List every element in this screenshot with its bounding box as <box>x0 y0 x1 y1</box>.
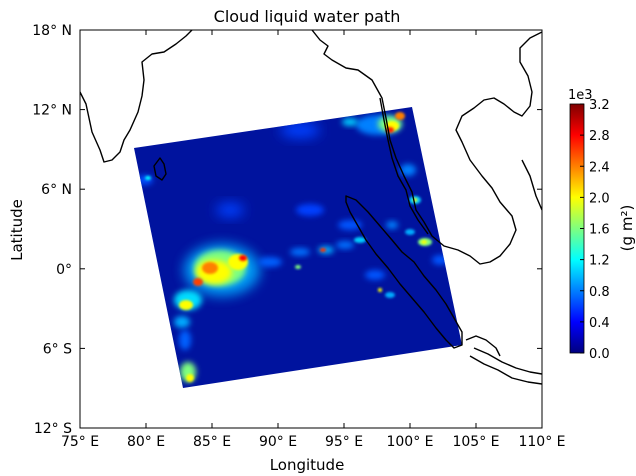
cloud-swath <box>134 107 462 388</box>
x-tick-label: 80° E <box>127 434 165 450</box>
x-tick-label: 75° E <box>61 434 99 450</box>
borneo-coastline <box>521 159 542 211</box>
sumatra-south-coastline <box>465 335 501 357</box>
y-tick-label: 6° S <box>43 341 72 357</box>
y-tick-label: 6° N <box>41 182 72 198</box>
x-axis-label: Longitude <box>270 456 345 474</box>
y-tick-label: 12° S <box>34 421 72 437</box>
colorbar: 0.0 0.4 0.8 1.2 1.6 2.0 2.4 2.8 3.2 1e3 (g m²) <box>568 88 636 362</box>
map-plot-area <box>79 29 543 429</box>
colorbar-tick-label: 1.2 <box>589 254 610 269</box>
colorbar-multiplier: 1e3 <box>568 88 593 103</box>
y-tick-label: 0° <box>56 262 72 278</box>
java-south-coastline <box>469 355 542 385</box>
x-tick-label: 90° E <box>259 434 297 450</box>
southeast-asia-coastline <box>311 30 542 265</box>
y-tick-label: 18° N <box>32 23 72 39</box>
colorbar-tick-label: 0.8 <box>589 285 610 300</box>
chart-title: Cloud liquid water path <box>214 7 401 26</box>
y-tick-label: 12° N <box>32 103 72 119</box>
y-axis: 18° N 12° N 6° N 0° 6° S 12° S <box>32 23 542 437</box>
java-coastline <box>473 347 542 375</box>
colorbar-ticks: 0.0 0.4 0.8 1.2 1.6 2.0 2.4 2.8 3.2 <box>580 98 610 362</box>
x-tick-label: 95° E <box>325 434 363 450</box>
y-axis-label: Latitude <box>8 199 26 261</box>
colorbar-tick-label: 2.0 <box>589 191 610 206</box>
swath-background <box>134 107 462 388</box>
colorbar-tick-label: 2.4 <box>589 160 610 175</box>
sri-lanka-coastline <box>153 157 167 181</box>
x-tick-label: 85° E <box>193 434 231 450</box>
coastlines <box>80 30 542 385</box>
x-axis: 75° E 80° E 85° E 90° E 95° E 100° E 105° E 110… <box>61 30 566 450</box>
colorbar-label: (g m²) <box>618 205 636 252</box>
plot-border <box>79 29 543 429</box>
colorbar-tick-label: 0.0 <box>589 347 610 362</box>
sumatra-coastline <box>345 195 463 349</box>
colorbar-tick-label: 2.8 <box>589 129 610 144</box>
x-tick-label: 105° E <box>452 434 499 450</box>
colorbar-tick-label: 1.6 <box>589 223 610 238</box>
x-tick-label: 110° E <box>518 434 565 450</box>
colorbar-tick-label: 0.4 <box>589 316 610 331</box>
x-tick-label: 100° E <box>386 434 433 450</box>
malay-peninsula-coastline <box>379 97 429 235</box>
india-coastline <box>80 30 193 163</box>
colorbar-tick-label: 3.2 <box>589 98 610 113</box>
